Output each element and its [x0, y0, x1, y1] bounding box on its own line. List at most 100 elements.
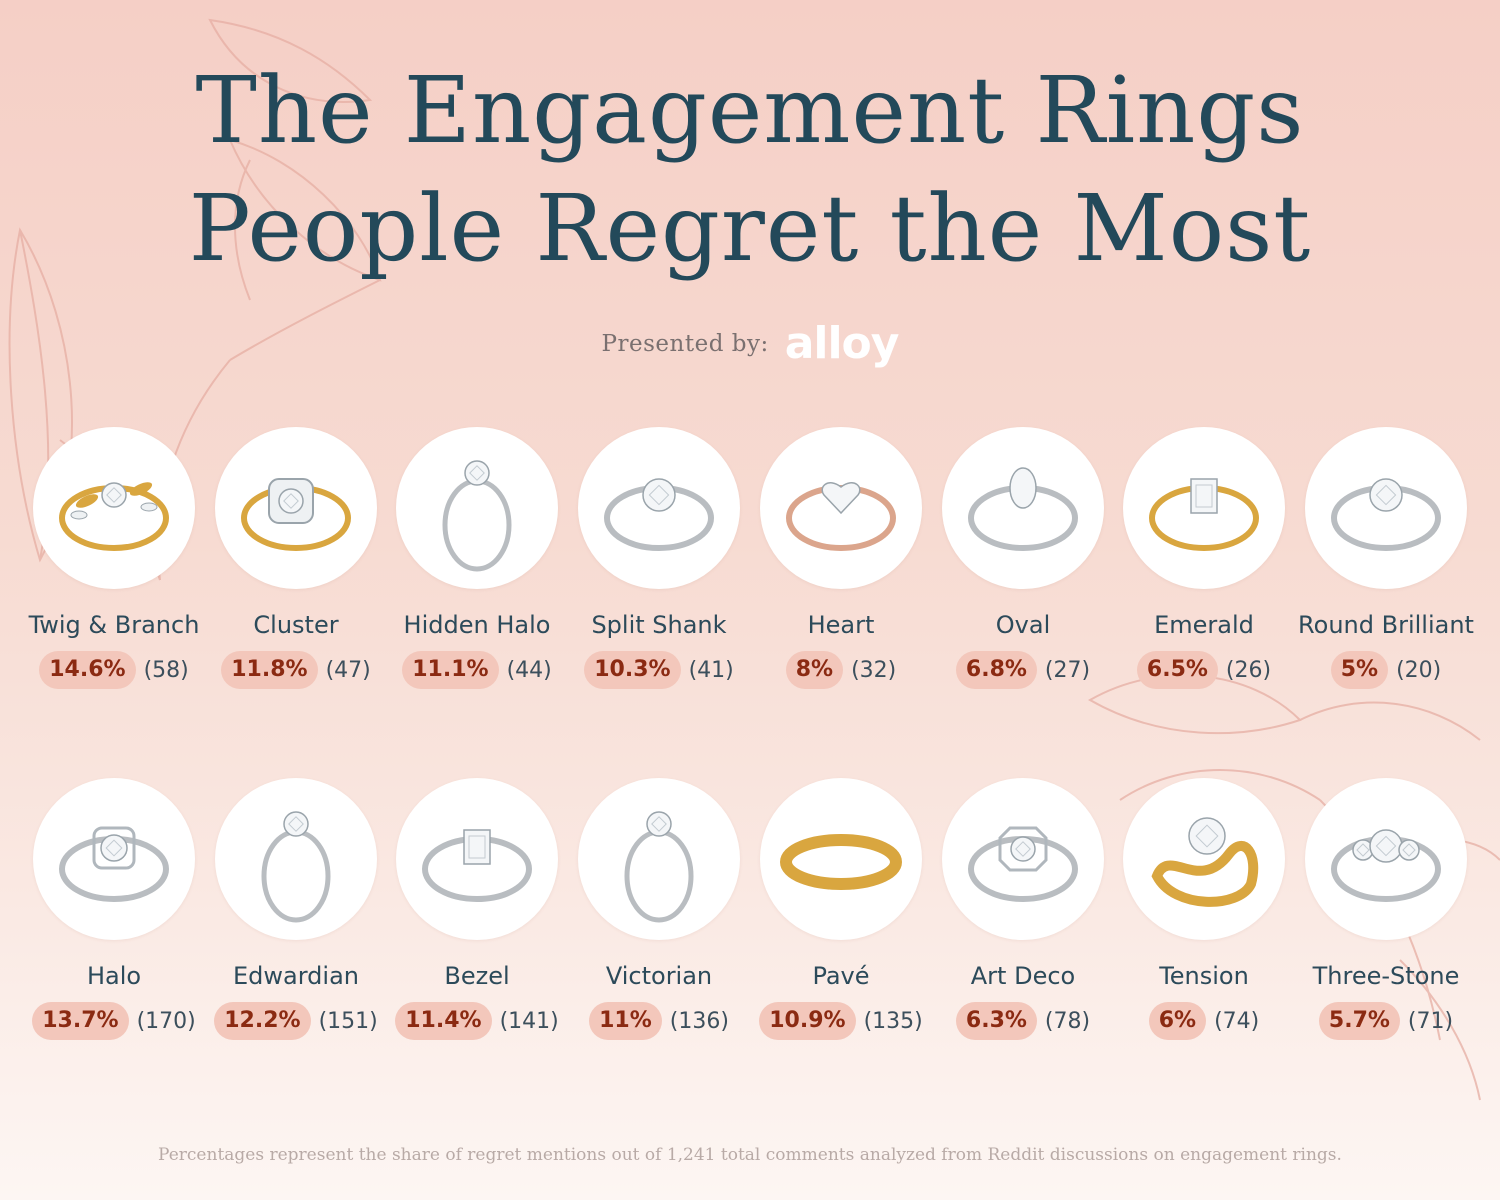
ring-stat: 8% (32) [750, 651, 932, 689]
ring-stat: 13.7% (170) [23, 1002, 205, 1040]
presented-by-label: Presented by: [601, 330, 769, 357]
pave-ring-icon [760, 778, 922, 940]
ring-card: Emerald 6.5% (26) [1113, 427, 1295, 689]
percent-badge: 5.7% [1318, 1002, 1400, 1040]
ring-card: Victorian 11% (136) [568, 778, 750, 1040]
title-line-2: People Regret the Most [188, 175, 1312, 282]
percent-badge: 11.1% [402, 651, 499, 689]
mention-count: (27) [1044, 657, 1091, 683]
victorian-ring-icon [578, 778, 740, 940]
percent-badge: 6.3% [955, 1002, 1037, 1040]
ring-stat: 6.5% (26) [1113, 651, 1295, 689]
ring-name: Tension [1159, 962, 1249, 990]
ring-stat: 12.2% (151) [205, 1002, 387, 1040]
ring-stat: 6.8% (27) [932, 651, 1114, 689]
ring-card: Art Deco 6.3% (78) [932, 778, 1114, 1040]
percent-badge: 8% [785, 651, 844, 689]
mention-count: (20) [1396, 657, 1442, 683]
emerald-ring-icon [1123, 427, 1285, 589]
percent-badge: 6.8% [955, 651, 1037, 689]
ring-name: Edwardian [233, 962, 359, 990]
ring-name: Emerald [1154, 611, 1254, 639]
ring-stat: 6.3% (78) [932, 1002, 1114, 1040]
hidden-halo-ring-icon [396, 427, 558, 589]
ring-stat: 11.1% (44) [386, 651, 568, 689]
percent-badge: 14.6% [39, 651, 136, 689]
percent-badge: 12.2% [214, 1002, 311, 1040]
mention-count: (141) [499, 1008, 559, 1034]
three-stone-ring-icon [1305, 778, 1467, 940]
twig-branch-ring-icon [33, 427, 195, 589]
mention-count: (151) [318, 1008, 378, 1034]
mention-count: (135) [863, 1008, 923, 1034]
percent-badge: 11.4% [395, 1002, 492, 1040]
presented-by: Presented by: alloy [0, 318, 1500, 369]
ring-name: Three-Stone [1312, 962, 1460, 990]
ring-name: Victorian [605, 962, 713, 990]
ring-stat: 11.8% (47) [205, 651, 387, 689]
percent-badge: 10.3% [584, 651, 681, 689]
ring-stat: 6% (74) [1113, 1002, 1295, 1040]
percent-badge: 11.8% [221, 651, 318, 689]
ring-name: Halo [86, 962, 142, 990]
page-title: The Engagement Rings People Regret the M… [0, 52, 1500, 288]
ring-name: Hidden Halo [403, 611, 551, 639]
percent-badge: 10.9% [759, 1002, 856, 1040]
mention-count: (78) [1044, 1008, 1091, 1034]
round-brilliant-ring-icon [1305, 427, 1467, 589]
ring-card: Bezel 11.4% (141) [386, 778, 568, 1040]
ring-card: Hidden Halo 11.1% (44) [386, 427, 568, 689]
ring-name: Split Shank [591, 611, 727, 639]
oval-ring-icon [942, 427, 1104, 589]
ring-stat: 11.4% (141) [386, 1002, 568, 1040]
ring-stat: 10.9% (135) [750, 1002, 932, 1040]
ring-card: Tension 6% (74) [1113, 778, 1295, 1040]
percent-badge: 5% [1330, 651, 1389, 689]
ring-card: Edwardian 12.2% (151) [205, 778, 387, 1040]
mention-count: (32) [851, 657, 897, 683]
ring-name: Twig & Branch [28, 611, 200, 639]
ring-name: Round Brilliant [1298, 611, 1474, 639]
ring-stat: 10.3% (41) [568, 651, 750, 689]
heart-ring-icon [760, 427, 922, 589]
ring-card: Oval 6.8% (27) [932, 427, 1114, 689]
art-deco-ring-icon [942, 778, 1104, 940]
ring-stat: 5.7% (71) [1295, 1002, 1477, 1040]
ring-card: Twig & Branch 14.6% (58) [23, 427, 205, 689]
ring-name: Art Deco [970, 962, 1076, 990]
edwardian-ring-icon [215, 778, 377, 940]
mention-count: (41) [688, 657, 734, 683]
ring-card: Heart 8% (32) [750, 427, 932, 689]
ring-card: Pavé 10.9% (135) [750, 778, 932, 1040]
ring-name: Pavé [812, 962, 870, 990]
footnote: Percentages represent the share of regre… [158, 1145, 1342, 1165]
ring-card: Cluster 11.8% (47) [205, 427, 387, 689]
title-line-1: The Engagement Rings [195, 57, 1305, 164]
halo-ring-icon [33, 778, 195, 940]
ring-name: Heart [807, 611, 875, 639]
mention-count: (74) [1214, 1008, 1260, 1034]
bezel-ring-icon [396, 778, 558, 940]
cluster-ring-icon [215, 427, 377, 589]
split-shank-ring-icon [578, 427, 740, 589]
ring-stat: 14.6% (58) [23, 651, 205, 689]
percent-badge: 11% [589, 1002, 662, 1040]
ring-card: Halo 13.7% (170) [23, 778, 205, 1040]
mention-count: (58) [143, 657, 189, 683]
percent-badge: 6.5% [1136, 651, 1218, 689]
mention-count: (170) [136, 1008, 196, 1034]
mention-count: (136) [669, 1008, 729, 1034]
ring-name: Cluster [253, 611, 339, 639]
ring-card: Three-Stone 5.7% (71) [1295, 778, 1477, 1040]
mention-count: (44) [506, 657, 552, 683]
ring-stat: 5% (20) [1295, 651, 1477, 689]
ring-name: Oval [995, 611, 1051, 639]
tension-ring-icon [1123, 778, 1285, 940]
ring-card: Round Brilliant 5% (20) [1295, 427, 1477, 689]
mention-count: (47) [325, 657, 371, 683]
brand-logo: alloy [784, 318, 900, 369]
ring-name: Bezel [444, 962, 510, 990]
ring-card: Split Shank 10.3% (41) [568, 427, 750, 689]
mention-count: (26) [1225, 657, 1272, 683]
